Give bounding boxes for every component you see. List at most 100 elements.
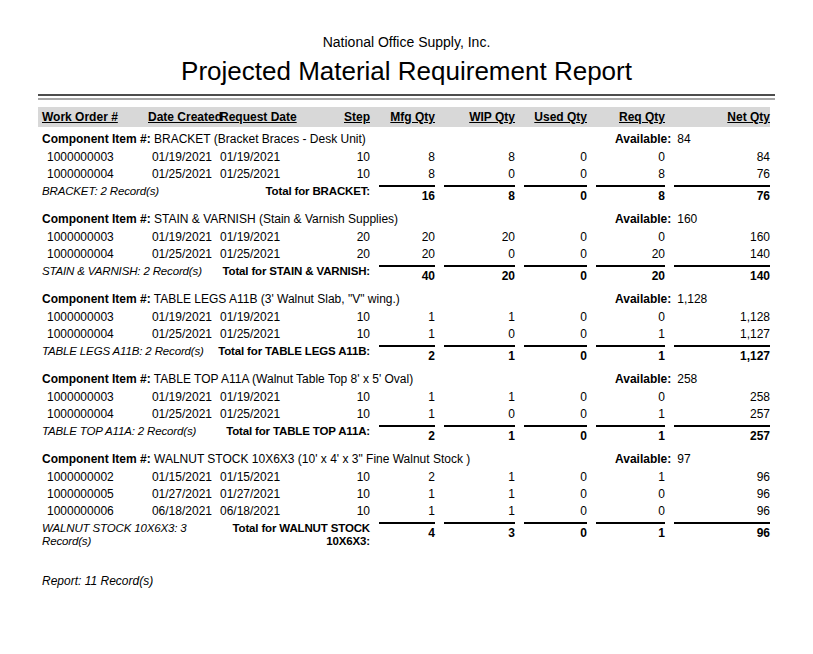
work-order-cell: 1000000004	[38, 166, 148, 183]
date-created-cell: 01/19/2021	[148, 309, 212, 326]
total-net-qty-cell: 96	[665, 520, 770, 552]
wip-qty-cell: 20	[435, 229, 515, 246]
mfg-qty-cell: 1	[370, 326, 435, 343]
component-item-name: TABLE TOP A11A (Walnut Table Top 8' x 5'…	[154, 372, 413, 386]
req-qty-cell: 0	[587, 503, 665, 520]
net-qty-cell: 258	[665, 389, 770, 406]
total-req-qty-cell: 1	[587, 423, 665, 447]
group-record-count: STAIN & VARNISH: 2 Record(s)	[38, 263, 212, 287]
step-cell: 10	[290, 486, 370, 503]
mfg-qty-cell: 8	[370, 166, 435, 183]
group-total-row: WALNUT STOCK 10X6X3: 3 Record(s)Total fo…	[38, 520, 770, 552]
work-order-cell: 1000000002	[38, 469, 148, 486]
mfg-qty-cell: 1	[370, 503, 435, 520]
group-record-count: TABLE TOP A11A: 2 Record(s)	[38, 423, 212, 447]
total-net-qty-cell: 1,127	[665, 343, 770, 367]
date-created-cell: 01/15/2021	[148, 469, 212, 486]
date-created-cell: 01/19/2021	[148, 389, 212, 406]
component-group-header: Component Item #: STAIN & VARNISH (Stain…	[38, 207, 770, 229]
req-qty-cell: 1	[587, 406, 665, 423]
total-used-qty-cell: 0	[515, 263, 587, 287]
total-wip-qty-cell: 20	[435, 263, 515, 287]
available-label: Available:	[615, 372, 671, 386]
group-total-label: Total for TABLE TOP A11A:	[212, 423, 370, 447]
component-item-cell: Component Item #: TABLE LEGS A11B (3' Wa…	[38, 287, 587, 309]
report-table: Work Order # Date Created Request Date S…	[38, 107, 770, 552]
net-qty-cell: 96	[665, 503, 770, 520]
total-used-qty-value: 0	[524, 522, 587, 540]
total-req-qty-value: 1	[596, 425, 665, 443]
request-date-cell: 01/27/2021	[212, 486, 290, 503]
work-order-row: 100000000401/25/202101/25/20211010011,12…	[38, 326, 770, 343]
available-value: 1,128	[671, 292, 707, 306]
total-net-qty-value: 257	[674, 425, 770, 443]
net-qty-cell: 96	[665, 486, 770, 503]
total-mfg-qty-cell: 40	[370, 263, 435, 287]
req-qty-cell: 0	[587, 309, 665, 326]
work-order-row: 100000000401/25/202101/25/2021101001257	[38, 406, 770, 423]
component-group-header: Component Item #: BRACKET (Bracket Brace…	[38, 127, 770, 149]
available-cell: Available:84	[587, 127, 770, 149]
total-mfg-qty-cell: 2	[370, 423, 435, 447]
report-body: Component Item #: BRACKET (Bracket Brace…	[38, 127, 770, 552]
component-item-label: Component Item #:	[42, 452, 151, 466]
used-qty-cell: 0	[515, 406, 587, 423]
step-cell: 10	[290, 309, 370, 326]
net-qty-cell: 140	[665, 246, 770, 263]
col-header-request-date: Request Date	[212, 107, 290, 127]
mfg-qty-cell: 1	[370, 406, 435, 423]
page-title: Projected Material Requirement Report	[38, 56, 775, 87]
work-order-row: 100000000301/19/202101/19/20211011001,12…	[38, 309, 770, 326]
component-item-name: TABLE LEGS A11B (3' Walnut Slab, "V" win…	[154, 292, 400, 306]
work-order-row: 100000000301/19/202101/19/20212020200016…	[38, 229, 770, 246]
req-qty-cell: 0	[587, 389, 665, 406]
total-mfg-qty-value: 16	[379, 185, 435, 203]
request-date-cell: 01/25/2021	[212, 246, 290, 263]
wip-qty-cell: 0	[435, 326, 515, 343]
group-total-row: STAIN & VARNISH: 2 Record(s)Total for ST…	[38, 263, 770, 287]
wip-qty-cell: 1	[435, 486, 515, 503]
wip-qty-cell: 1	[435, 469, 515, 486]
step-cell: 10	[290, 326, 370, 343]
request-date-cell: 06/18/2021	[212, 503, 290, 520]
work-order-cell: 1000000005	[38, 486, 148, 503]
step-cell: 20	[290, 229, 370, 246]
component-item-label: Component Item #:	[42, 132, 151, 146]
total-mfg-qty-value: 2	[379, 425, 435, 443]
work-order-row: 100000000401/25/202101/25/202110800876	[38, 166, 770, 183]
req-qty-cell: 0	[587, 229, 665, 246]
total-used-qty-value: 0	[524, 425, 587, 443]
date-created-cell: 01/25/2021	[148, 166, 212, 183]
component-item-label: Component Item #:	[42, 372, 151, 386]
date-created-cell: 01/19/2021	[148, 229, 212, 246]
used-qty-cell: 0	[515, 503, 587, 520]
used-qty-cell: 0	[515, 469, 587, 486]
step-cell: 10	[290, 503, 370, 520]
available-label: Available:	[615, 132, 671, 146]
used-qty-cell: 0	[515, 246, 587, 263]
total-mfg-qty-cell: 2	[370, 343, 435, 367]
work-order-cell: 1000000004	[38, 326, 148, 343]
component-item-name: STAIN & VARNISH (Stain & Varnish Supplie…	[154, 212, 398, 226]
work-order-cell: 1000000006	[38, 503, 148, 520]
available-label: Available:	[615, 452, 671, 466]
total-req-qty-cell: 1	[587, 343, 665, 367]
net-qty-cell: 84	[665, 149, 770, 166]
net-qty-cell: 1,128	[665, 309, 770, 326]
mfg-qty-cell: 20	[370, 246, 435, 263]
total-wip-qty-cell: 1	[435, 343, 515, 367]
used-qty-cell: 0	[515, 166, 587, 183]
used-qty-cell: 0	[515, 229, 587, 246]
work-order-cell: 1000000003	[38, 229, 148, 246]
total-used-qty-value: 0	[524, 265, 587, 283]
total-wip-qty-value: 1	[444, 345, 515, 363]
table-header-row: Work Order # Date Created Request Date S…	[38, 107, 770, 127]
group-record-count: WALNUT STOCK 10X6X3: 3 Record(s)	[38, 520, 212, 552]
request-date-cell: 01/19/2021	[212, 149, 290, 166]
mfg-qty-cell: 8	[370, 149, 435, 166]
net-qty-cell: 96	[665, 469, 770, 486]
date-created-cell: 01/25/2021	[148, 246, 212, 263]
total-mfg-qty-cell: 4	[370, 520, 435, 552]
total-wip-qty-value: 3	[444, 522, 515, 540]
wip-qty-cell: 1	[435, 389, 515, 406]
